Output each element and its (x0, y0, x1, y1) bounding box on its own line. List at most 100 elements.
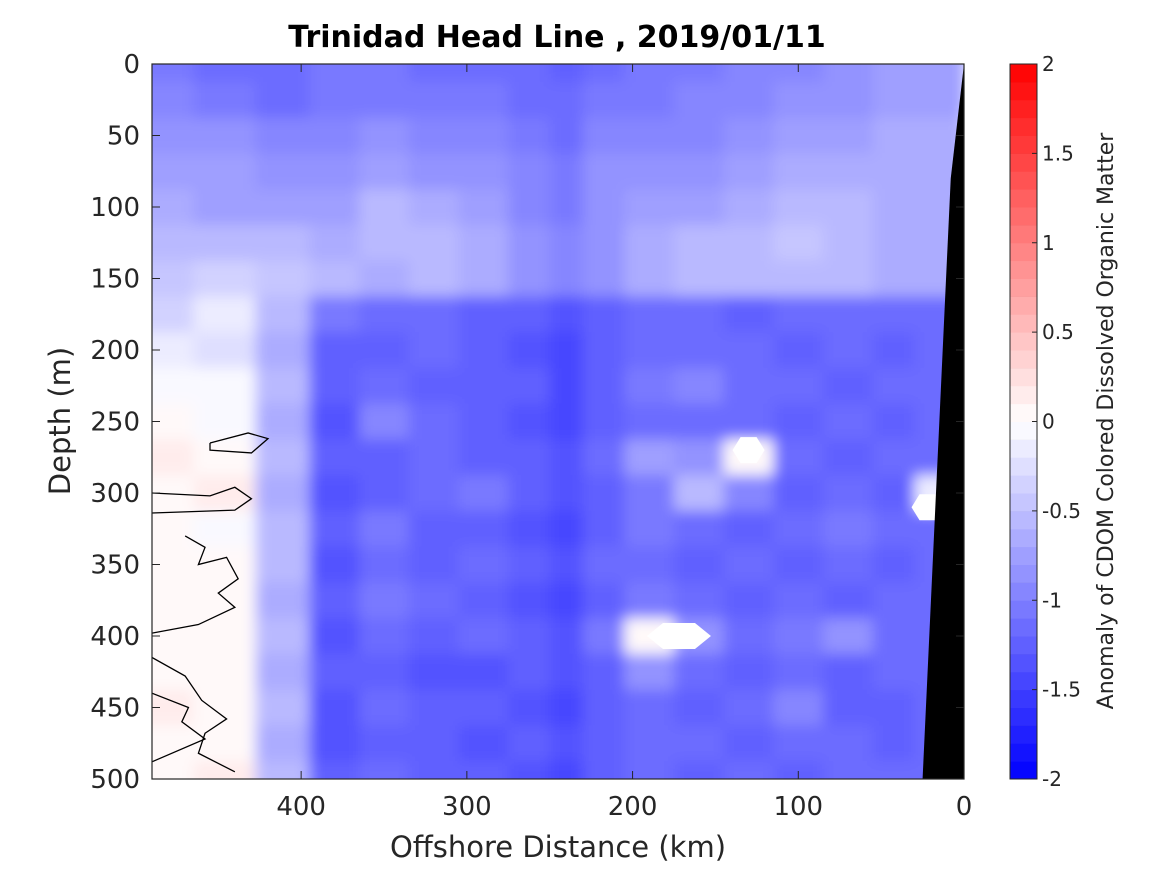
heatmap-cell (359, 117, 410, 155)
heatmap-cell (359, 153, 410, 191)
heatmap-cell (549, 653, 584, 691)
heatmap-cell (359, 725, 410, 763)
heatmap-cell (723, 367, 775, 405)
heatmap-cell (255, 64, 311, 83)
heatmap-cell (773, 725, 825, 763)
heatmap-cell (408, 761, 460, 779)
heatmap-cell (823, 475, 874, 512)
y-tick-label: 350 (90, 551, 140, 581)
heatmap-cell (582, 653, 626, 691)
heatmap-cell (309, 546, 361, 584)
heatmap-cell (823, 403, 874, 441)
heatmap-cell (508, 296, 551, 334)
heatmap-cell (255, 439, 311, 477)
heatmap-cell (309, 296, 361, 334)
heatmap-cell (823, 653, 874, 691)
heatmap-cell (193, 367, 257, 405)
heatmap-cell (872, 582, 916, 620)
heatmap-cell (773, 582, 825, 620)
heatmap-cell (408, 725, 460, 763)
heatmap-cell (674, 403, 725, 441)
heatmap-cell (549, 510, 584, 548)
heatmap-cell (508, 81, 551, 119)
heatmap-cell (872, 189, 916, 226)
heatmap-cell (549, 224, 584, 262)
heatmap-cell (193, 689, 257, 727)
heatmap-cell (582, 761, 626, 779)
heatmap-cell (624, 546, 675, 584)
heatmap-cell (823, 332, 874, 369)
colorbar-segment (1010, 743, 1037, 762)
heatmap-cell (872, 332, 916, 369)
colorbar-tick-label: -1 (1042, 588, 1062, 612)
colorbar-segment (1010, 314, 1037, 333)
heatmap-cell (624, 332, 675, 369)
x-tick-label: 300 (442, 792, 492, 822)
heatmap-cell (624, 224, 675, 262)
heatmap-cell (582, 117, 626, 155)
heatmap-cell (872, 475, 916, 512)
heatmap-cell (458, 189, 510, 226)
heatmap-cell (408, 332, 460, 369)
heatmap-cell (152, 510, 195, 548)
colorbar-segment (1010, 761, 1037, 780)
y-axis-label: Depth (m) (43, 347, 77, 495)
heatmap-cell (723, 81, 775, 119)
heatmap-cell (872, 81, 916, 119)
heatmap-cell (458, 761, 510, 779)
heatmap-cell (773, 510, 825, 548)
colorbar-tick-label: 0.5 (1042, 320, 1074, 344)
colorbar-segment (1010, 296, 1037, 315)
heatmap-cell (823, 189, 874, 226)
heatmap-cell (823, 689, 874, 727)
heatmap-cell (255, 332, 311, 369)
heatmap-cell (458, 403, 510, 441)
heatmap-cell (549, 725, 584, 763)
zero-contour (152, 535, 240, 634)
heatmap-cell (723, 189, 775, 226)
heatmap-cell (359, 439, 410, 477)
heatmap-cell (255, 546, 311, 584)
heatmap-cell (624, 403, 675, 441)
heatmap-cell (458, 367, 510, 405)
heatmap-cell (549, 761, 584, 779)
heatmap-cell (674, 761, 725, 779)
heatmap-cell (359, 510, 410, 548)
heatmap-cell (582, 189, 626, 226)
heatmap-cell (582, 367, 626, 405)
heatmap-cell (408, 260, 460, 298)
heatmap-cell (193, 475, 257, 512)
heatmap-cell (723, 296, 775, 334)
heatmap-cell (152, 439, 195, 477)
heatmap-cell (193, 153, 257, 191)
colorbar (1009, 63, 1038, 780)
heatmap-cell (458, 618, 510, 655)
heatmap-cell (359, 224, 410, 262)
heatmap-cell (823, 439, 874, 477)
heatmap-cell (458, 439, 510, 477)
heatmap-cell (508, 153, 551, 191)
heatmap-cell (773, 64, 825, 83)
heatmap-cell (823, 367, 874, 405)
no-data-region (646, 623, 711, 649)
heatmap-cell (549, 117, 584, 155)
y-tick-label: 50 (107, 122, 140, 152)
heatmap-cell (823, 224, 874, 262)
heatmap-cell (408, 64, 460, 83)
heatmap-cell (255, 153, 311, 191)
heatmap-cell (193, 761, 257, 779)
heatmap-cell (458, 653, 510, 691)
heatmap-cell (872, 725, 916, 763)
heatmap-cell (674, 582, 725, 620)
heatmap-cell (193, 81, 257, 119)
colorbar-segment (1010, 350, 1037, 369)
colorbar-segment (1010, 618, 1037, 637)
colorbar-tick-label: 1 (1042, 231, 1055, 255)
colorbar-segment (1010, 457, 1037, 476)
heatmap-cell (914, 64, 964, 83)
heatmap-cell (508, 367, 551, 405)
y-axis-ticks: 0 50 100 150 200 250 300 350 400 450 500 (90, 50, 964, 795)
heatmap-cell (674, 189, 725, 226)
heatmap-cell (359, 475, 410, 512)
colorbar-tick-label: 2 (1042, 52, 1055, 76)
